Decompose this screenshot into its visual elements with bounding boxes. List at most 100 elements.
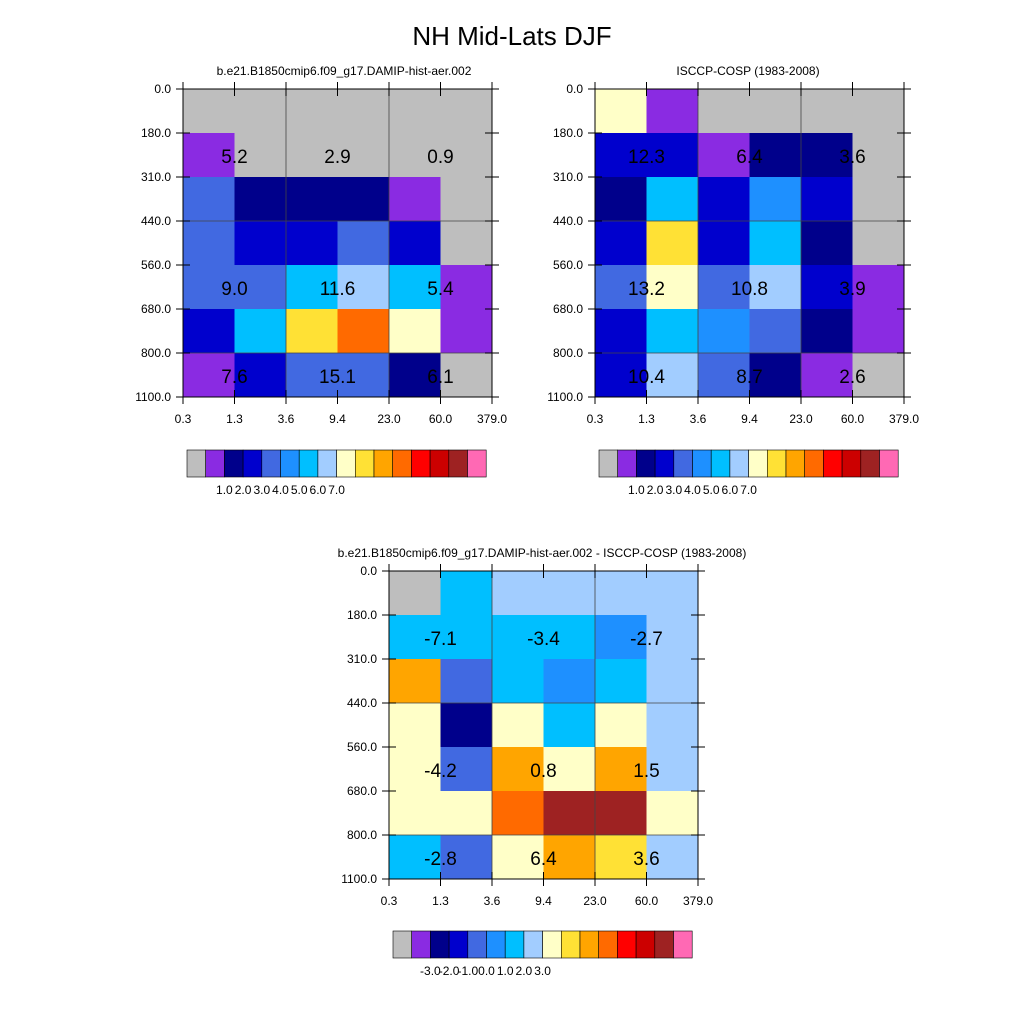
y-tick-label: 560.0 xyxy=(141,258,171,272)
x-tick-label: 9.4 xyxy=(535,894,552,908)
x-tick-label: 9.4 xyxy=(329,412,346,426)
heatmap-cell xyxy=(852,89,905,134)
heatmap-cell xyxy=(492,835,544,880)
heatmap-cell xyxy=(183,89,235,134)
x-tick-label: 379.0 xyxy=(889,412,919,426)
cell-value-label: 6.4 xyxy=(530,849,557,870)
heatmap-cell xyxy=(801,89,853,134)
x-tick-label: 379.0 xyxy=(683,894,713,908)
cell-value-label: 3.6 xyxy=(633,849,659,870)
x-tick-label: 0.3 xyxy=(587,412,604,426)
colorbar-swatch xyxy=(298,449,319,478)
colorbar-swatch xyxy=(186,449,207,478)
heatmap-cell xyxy=(337,221,390,266)
heatmap-cell xyxy=(440,353,493,398)
heatmap-cell xyxy=(646,221,699,266)
cell-value-label: 7.6 xyxy=(221,367,247,388)
cell-value-label: 5.4 xyxy=(427,279,454,300)
heatmap-cell xyxy=(337,353,390,398)
heatmap-cell xyxy=(234,133,287,178)
heatmap-cell xyxy=(852,353,905,398)
heatmap-cell xyxy=(286,265,338,310)
heatmap-cell xyxy=(595,791,647,836)
x-tick-label: 1.3 xyxy=(432,894,449,908)
heatmap-cell xyxy=(543,791,596,836)
heatmap-cell xyxy=(801,309,853,354)
heatmap-cell xyxy=(286,353,338,398)
heatmap-cell xyxy=(440,747,493,792)
y-tick-label: 1100.0 xyxy=(135,390,171,404)
heatmap-cell xyxy=(852,265,905,310)
colorbar-swatch xyxy=(448,930,469,959)
colorbar-swatch xyxy=(860,449,880,478)
heatmap-cell xyxy=(286,177,338,222)
colorbar-swatch xyxy=(617,930,637,959)
heatmap-cell xyxy=(389,353,441,398)
colorbar-swatch xyxy=(617,449,637,478)
heatmap-cell xyxy=(389,89,441,134)
panel-title: b.e21.B1850cmip6.f09_g17.DAMIP-hist-aer.… xyxy=(217,64,472,78)
colorbar-label: 6.0 xyxy=(722,483,739,497)
colorbar-swatch xyxy=(542,930,562,959)
colorbar-label: 2.0 xyxy=(647,483,664,497)
heatmap-cell xyxy=(440,835,493,880)
cell-value-label: 6.1 xyxy=(427,367,453,388)
colorbar-swatch xyxy=(205,449,225,478)
colorbar-swatch xyxy=(692,449,712,478)
heatmap-cell xyxy=(234,89,287,134)
y-tick-label: 440.0 xyxy=(347,696,377,710)
colorbar-label: 5.0 xyxy=(703,483,720,497)
heatmap-cell xyxy=(389,835,441,880)
heatmap-cell xyxy=(595,309,647,354)
cell-value-label: 0.8 xyxy=(530,761,556,782)
cell-value-label: 10.8 xyxy=(731,279,768,300)
figure-title: NH Mid-Lats DJF xyxy=(412,21,611,51)
colorbar-label: 7.0 xyxy=(740,483,757,497)
heatmap-cell xyxy=(440,703,493,748)
heatmap-cell xyxy=(389,177,441,222)
heatmap-cell xyxy=(698,89,750,134)
colorbar-swatch xyxy=(879,449,899,478)
heatmap-cell xyxy=(440,571,493,616)
heatmap-cell xyxy=(749,133,802,178)
y-tick-label: 310.0 xyxy=(553,170,583,184)
cell-value-label: 10.4 xyxy=(628,367,665,388)
cell-value-label: -2.7 xyxy=(630,629,663,650)
heatmap-cell xyxy=(698,177,750,222)
heatmap-cell xyxy=(646,353,699,398)
colorbar-swatch xyxy=(729,449,749,478)
cell-value-label: 13.2 xyxy=(628,279,665,300)
colorbar-swatch xyxy=(748,449,768,478)
heatmap-cell xyxy=(389,309,441,354)
heatmap-cell xyxy=(698,221,750,266)
x-tick-label: 23.0 xyxy=(789,412,813,426)
x-tick-label: 0.3 xyxy=(175,412,192,426)
colorbar-label: 0.0 xyxy=(478,964,495,978)
heatmap-cell xyxy=(595,177,647,222)
colorbar-swatch xyxy=(673,930,693,959)
heatmap-cell xyxy=(543,615,596,660)
cell-value-label: 5.2 xyxy=(221,147,247,168)
heatmap-cell xyxy=(749,265,802,310)
heatmap-cell xyxy=(389,659,441,704)
panel-1: b.e21.B1850cmip6.f09_g17.DAMIP-hist-aer.… xyxy=(135,64,507,497)
colorbar-label: 3.0 xyxy=(665,483,682,497)
colorbar-swatch xyxy=(598,930,618,959)
heatmap-cell xyxy=(749,89,802,134)
y-tick-label: 800.0 xyxy=(553,346,583,360)
colorbar-swatch xyxy=(411,930,431,959)
colorbar-swatch xyxy=(373,449,394,478)
colorbar-swatch xyxy=(430,930,450,959)
heatmap-cell xyxy=(595,571,647,616)
heatmap-cell xyxy=(440,659,493,704)
heatmap-cell xyxy=(183,353,235,398)
heatmap-cell xyxy=(646,791,699,836)
heatmap-cell xyxy=(440,177,493,222)
cell-value-label: 12.3 xyxy=(628,147,665,168)
x-tick-label: 23.0 xyxy=(377,412,401,426)
heatmap-cell xyxy=(492,703,544,748)
heatmap-cell xyxy=(337,133,390,178)
colorbar-swatch xyxy=(336,449,356,478)
x-tick-label: 60.0 xyxy=(841,412,865,426)
